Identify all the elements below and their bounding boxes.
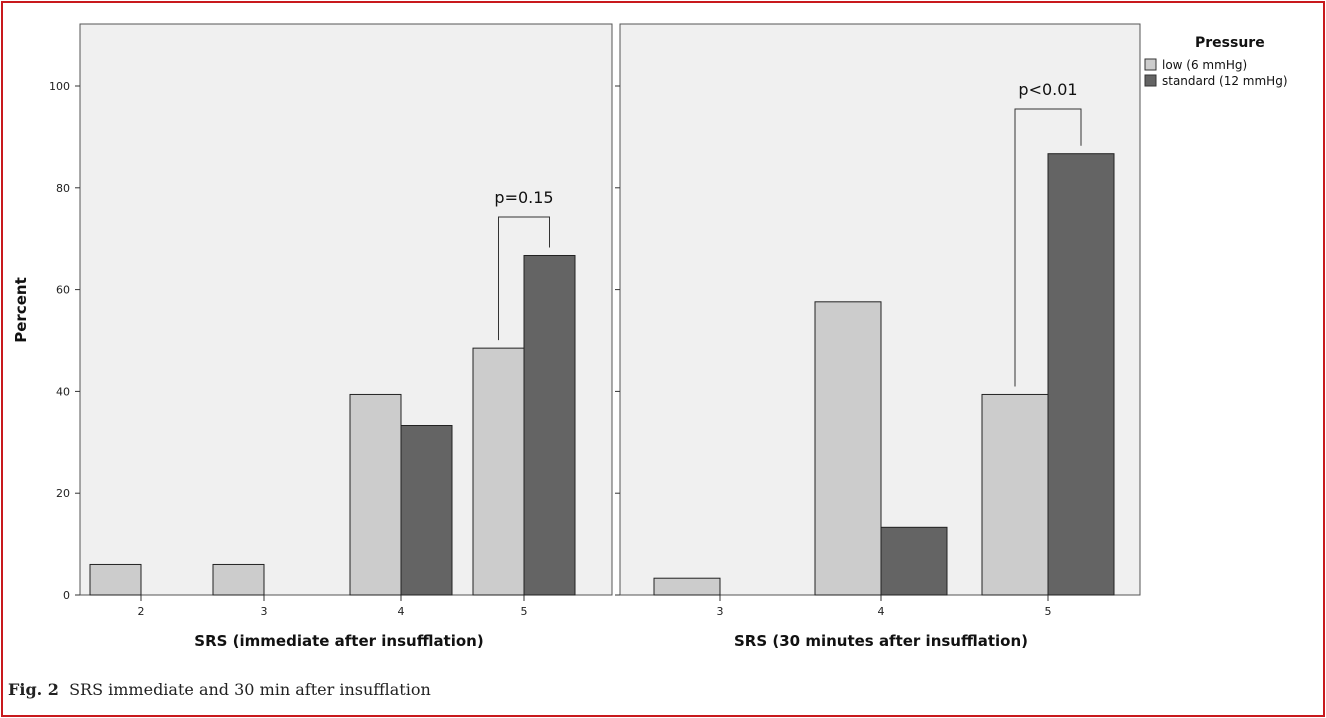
significance-bracket	[1014, 108, 1082, 387]
x-axis-title-2: SRS (30 minutes after insufflation)	[734, 632, 1028, 650]
bar-low	[981, 393, 1049, 596]
x-axis-title-1: SRS (immediate after insufflation)	[194, 632, 483, 650]
legend-title: Pressure	[1195, 35, 1265, 51]
bars-panel-1: 2 3 4 5	[89, 254, 576, 618]
x-tick-label: 3	[717, 605, 724, 618]
significance-label: p<0.01	[1018, 80, 1077, 99]
figure-caption: Fig. 2 SRS immediate and 30 min after in…	[8, 680, 431, 699]
significance-bracket	[498, 216, 550, 341]
x-tick-label: 4	[398, 605, 405, 618]
bar-standard	[400, 425, 453, 596]
y-tick-label: 20	[56, 487, 70, 500]
annotation-panel-1: p=0.15	[494, 188, 554, 341]
bar-low	[212, 563, 265, 596]
bar-low	[814, 301, 882, 596]
bars-panel-2: 3 4 5	[653, 153, 1115, 618]
y-axis-title: Percent	[12, 277, 30, 342]
bar-standard	[1047, 153, 1115, 596]
x-tick-label: 4	[878, 605, 885, 618]
bar-standard	[523, 254, 576, 596]
legend-label-standard: standard (12 mmHg)	[1162, 74, 1288, 88]
y-tick-label: 100	[49, 80, 70, 93]
x-tick-label: 5	[521, 605, 528, 618]
y-tick-label: 60	[56, 284, 70, 297]
bar-low	[349, 393, 402, 596]
y-tick-label: 40	[56, 385, 70, 398]
legend-swatch-standard	[1144, 74, 1157, 87]
y-axis-ticks-1: 0 20 40 60 80 100	[49, 80, 80, 602]
caption-label: Fig. 2	[8, 680, 59, 699]
x-tick-label: 5	[1045, 605, 1052, 618]
x-tick-label: 2	[138, 605, 145, 618]
bar-standard	[880, 526, 948, 596]
x-tick-label: 3	[261, 605, 268, 618]
bar-low	[472, 347, 525, 596]
legend-label-low: low (6 mmHg)	[1162, 58, 1247, 72]
significance-label: p=0.15	[494, 188, 553, 207]
legend-swatch-low	[1144, 58, 1157, 71]
caption-text: SRS immediate and 30 min after insufflat…	[69, 680, 431, 699]
bar-low	[89, 563, 142, 596]
y-axis-ticks-2	[615, 85, 620, 596]
bar-low	[653, 577, 721, 596]
y-tick-label: 80	[56, 182, 70, 195]
annotation-panel-2: p<0.01	[1014, 80, 1082, 387]
y-tick-label: 0	[63, 589, 70, 602]
